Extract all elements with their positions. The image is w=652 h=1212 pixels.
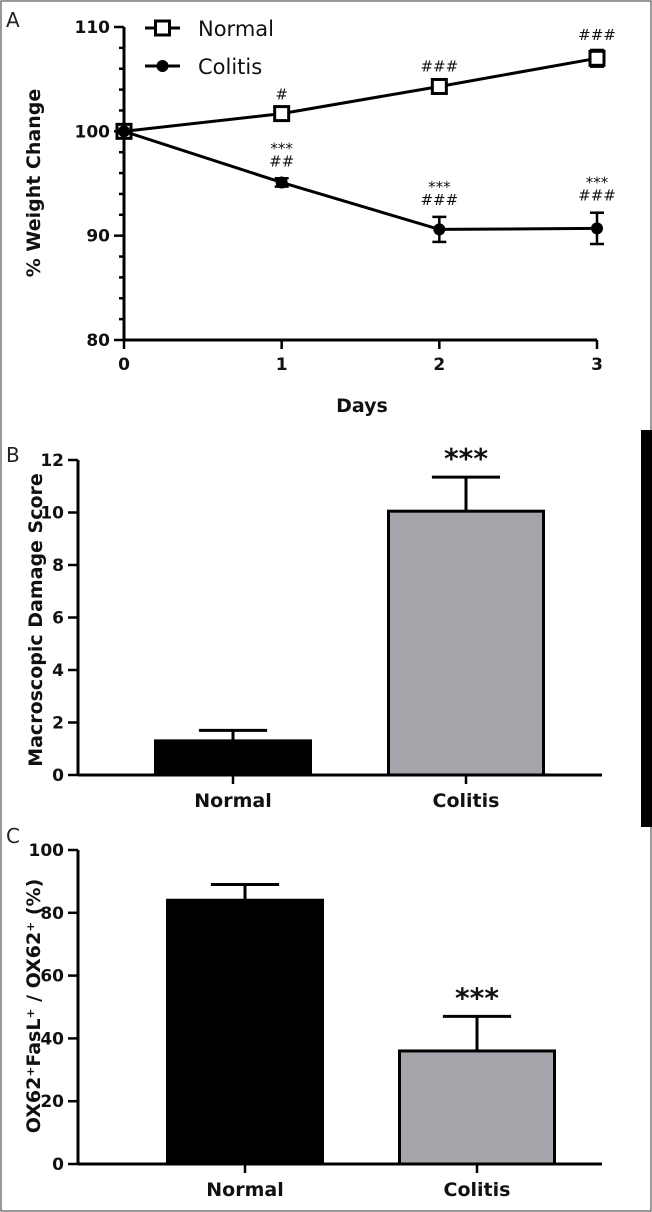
significance-label: ### — [420, 57, 458, 75]
panel-letter-a: A — [6, 8, 20, 32]
y-tick-label: 90 — [86, 227, 110, 247]
y-tick-label: 40 — [40, 1029, 64, 1049]
bar — [398, 1049, 556, 1166]
significance-label: ## — [269, 152, 294, 170]
x-tick-label: 0 — [118, 355, 130, 375]
y-tick-label: 110 — [75, 18, 111, 38]
data-point — [118, 125, 130, 138]
y-tick-label: 60 — [40, 967, 64, 987]
significance-label: *** — [270, 139, 293, 157]
legend: Normal Colitis — [145, 17, 274, 79]
y-tick-label: 6 — [52, 609, 64, 629]
data-point — [588, 49, 606, 67]
data-point — [273, 105, 291, 123]
data-point — [430, 77, 448, 95]
bar — [154, 739, 312, 777]
significance-label: ### — [578, 26, 616, 44]
significance-label: *** — [586, 174, 609, 192]
data-point — [433, 223, 446, 236]
series-line — [123, 129, 598, 231]
y-tick-label: 80 — [40, 904, 64, 924]
y-axis-title: OX62⁺FasL⁺ / OX62⁺ (%) — [23, 879, 45, 1134]
bar — [166, 898, 324, 1166]
legend-label: Normal — [198, 17, 274, 41]
data-point — [591, 222, 603, 235]
legend-marker — [154, 19, 171, 37]
y-tick-label: 0 — [52, 1155, 64, 1175]
y-tick-label: 12 — [40, 451, 64, 471]
y-axis-title: % Weight Change — [23, 89, 45, 277]
y-tick-label: 80 — [86, 331, 110, 351]
x-tick-label: 2 — [433, 355, 445, 375]
significance-label: *** — [444, 442, 488, 475]
y-tick-label: 10 — [40, 504, 64, 524]
y-tick-label: 4 — [52, 661, 64, 681]
panel-letter-b: B — [6, 443, 20, 467]
x-tick-label: Colitis — [433, 790, 500, 812]
significance-label: *** — [428, 178, 451, 196]
y-tick-label: 100 — [75, 122, 111, 142]
significance-label: *** — [455, 981, 499, 1014]
x-tick-label: Normal — [206, 1179, 283, 1201]
legend-label: Colitis — [198, 55, 262, 79]
series-line — [123, 56, 598, 133]
x-tick-label: 1 — [276, 355, 288, 375]
x-tick-label: Colitis — [444, 1179, 511, 1201]
chart-panel-c: 0 20 40 60 80 100 Normal Colitis *** — [29, 841, 602, 1201]
significance-label: ### — [420, 191, 458, 209]
y-tick-label: 100 — [29, 841, 65, 861]
chart-panel-b: 0 2 4 6 8 10 12 Normal Colitis *** — [40, 442, 602, 812]
x-tick-label: Normal — [194, 790, 271, 812]
panel-letter-c: C — [6, 824, 20, 848]
legend-marker — [156, 60, 169, 72]
y-tick-label: 20 — [40, 1092, 64, 1112]
y-tick-label: 2 — [52, 714, 64, 734]
bar — [387, 509, 545, 777]
side-strip — [641, 430, 652, 827]
data-point — [275, 176, 288, 189]
x-tick-label: 3 — [591, 355, 603, 375]
significance-label: ### — [578, 187, 616, 205]
y-tick-label: 0 — [52, 766, 64, 786]
y-tick-label: 8 — [52, 556, 64, 576]
significance-label: # — [275, 85, 288, 103]
y-axis-title: Macroscopic Damage Score — [25, 473, 47, 767]
x-axis-title: Days — [336, 395, 388, 417]
